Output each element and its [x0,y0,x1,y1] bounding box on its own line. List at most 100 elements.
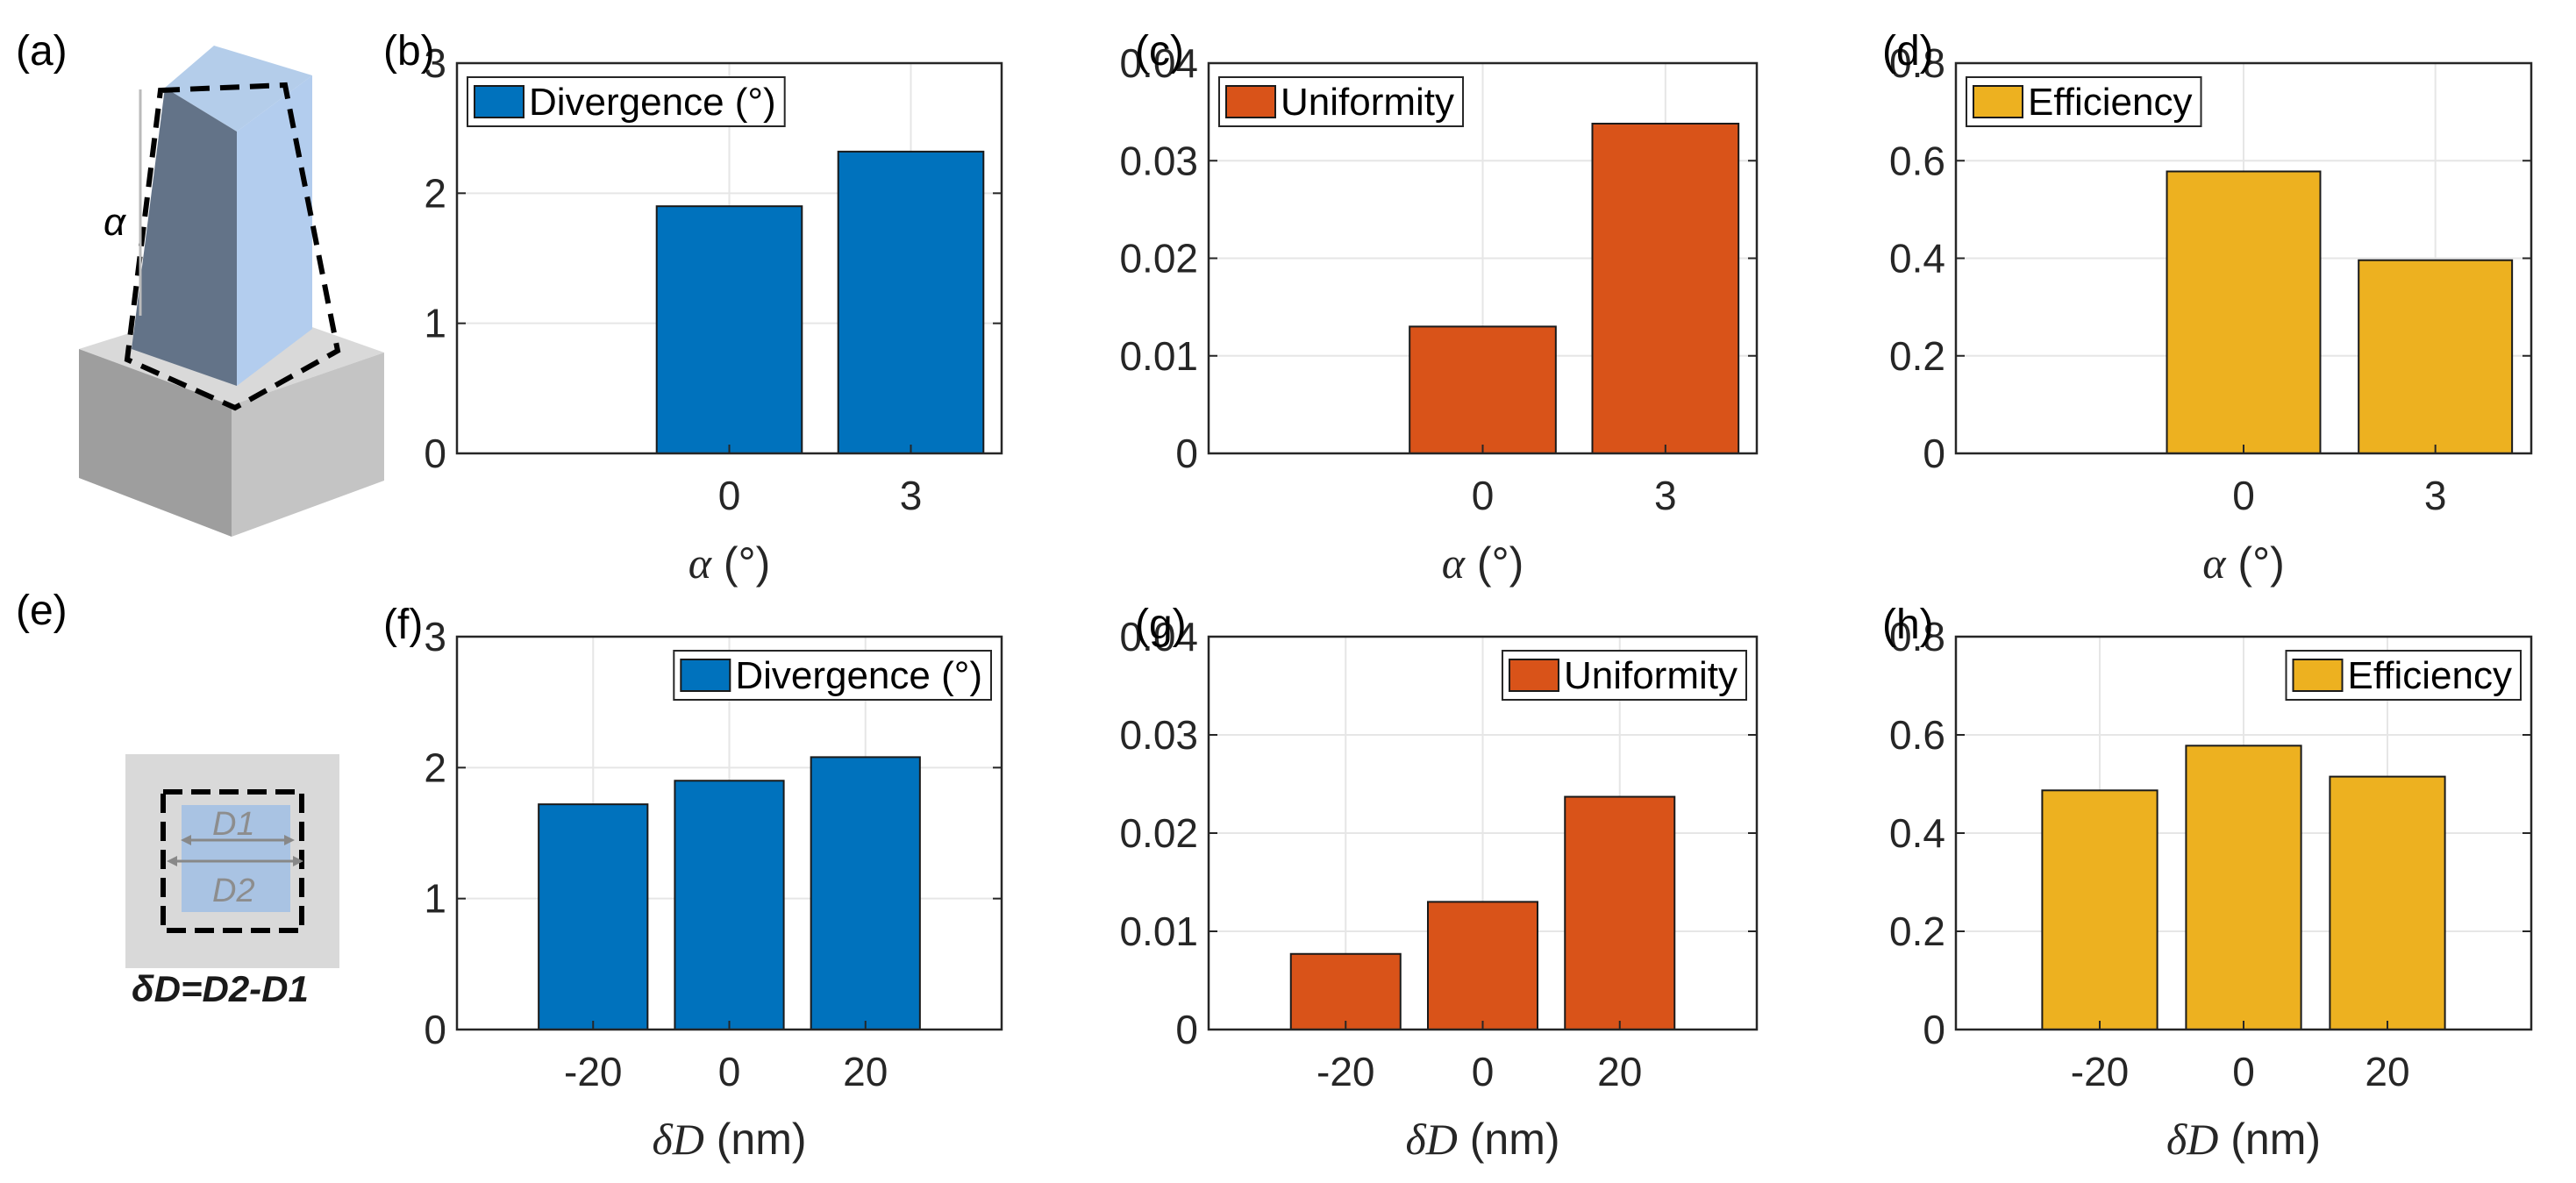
y-tick-label: 1 [424,301,446,346]
y-tick-label: 0.04 [1119,614,1198,659]
pillar-illustration: (a) α [16,28,384,537]
d1-label: D1 [212,806,255,843]
bar [1591,122,1740,454]
x-axis-unit: (nm) [1458,1115,1560,1164]
x-tick-label: 3 [2424,473,2447,518]
y-tick-label: 0.03 [1119,712,1198,758]
bar [2166,170,2322,455]
inner-square [182,805,290,912]
legend: Uniformity [1218,76,1465,127]
x-axis-symbol: δD [2166,1115,2218,1164]
bar [1427,901,1538,1031]
panel-label-e: (e) [16,588,68,634]
x-axis-symbol: δD [652,1115,703,1164]
x-axis-label: δD (nm) [2166,1115,2321,1164]
d2-arrow-right-head [293,856,303,866]
y-tick-label: 0 [1175,1007,1198,1052]
y-tick-label: 0 [424,431,446,476]
d2-arrow-left-head [167,856,177,866]
x-axis-unit: (nm) [704,1115,807,1164]
x-axis-label: δD (nm) [652,1115,806,1164]
panel-label-b: (b) [383,28,435,75]
legend-label: Efficiency [2028,81,2193,124]
y-tick-label: 3 [424,40,446,86]
bar [1564,795,1676,1030]
bar [837,150,985,454]
tilted-outline [124,82,341,411]
legend-label: Efficiency [2348,654,2513,697]
legend-label: Divergence (°) [735,654,982,697]
legend-swatch [474,85,524,118]
legend-swatch [1973,85,2023,118]
cross-section-illustration: (e) D1 D2 δD=D2-D1 [16,588,339,1009]
x-tick-label: 0 [718,473,741,518]
y-tick-label: 0.2 [1889,333,1945,379]
x-axis-symbol: α [689,538,713,588]
y-tick-label: 0 [1923,431,1945,476]
legend-swatch [2292,659,2344,692]
legend-label: Divergence (°) [529,81,776,124]
substrate-left-face [79,349,232,537]
delta-d-formula: δD=D2-D1 [132,968,309,1009]
pillar-left-face [132,88,237,386]
legend: Efficiency [2285,650,2522,701]
x-axis-label: α (°) [1442,538,1523,588]
substrate-right-face [232,353,384,537]
x-axis-label: δD (nm) [1405,1115,1559,1164]
chart-b: 0 1 2 3 0 3 α (°) (b) Divergence (°) [383,28,1003,588]
y-tick-label: 0 [1175,431,1198,476]
x-tick-label: 20 [1597,1049,1642,1094]
bar [2041,789,2159,1031]
bar [2185,745,2302,1030]
x-tick-label: 20 [843,1049,888,1094]
x-axis-unit: (nm) [2218,1115,2321,1164]
y-tick-label: 0 [424,1007,446,1052]
y-tick-label: 0.04 [1119,40,1198,86]
d2-label: D2 [212,873,255,909]
bar [538,803,649,1030]
pillar-right-face [237,75,312,386]
d1-arrow-right-head [284,835,295,845]
y-tick-label: 0.4 [1889,236,1945,281]
y-tick-label: 3 [424,614,446,659]
x-tick-label: 20 [2365,1049,2409,1094]
panel-label-h: (h) [1882,602,1934,648]
x-axis-unit: (°) [711,538,770,588]
chart-f: 0 1 2 3 -20 0 20 δD (nm) (f) Divergence (°) [383,602,1003,1164]
y-tick-label: 1 [424,876,446,922]
chart-d: 0 0.2 0.4 0.6 0.8 0 3 α (°) (d) Efficiency [1882,28,2533,588]
x-tick-label: 3 [900,473,923,518]
panel-label-f: (f) [383,602,423,648]
legend-swatch [680,659,731,692]
charts: 0 1 2 3 0 3 α (°) (b) Divergence (°) 0 0.01 0.02 0.0… [383,28,2533,1164]
chart-c: 0 0.01 0.02 0.03 0.04 0 3 α (°) (c) Uniformity [1119,28,1759,588]
x-tick-label: -20 [2071,1049,2129,1094]
legend-label: Uniformity [1564,654,1738,697]
x-tick-label: 0 [718,1049,741,1094]
bar [1409,325,1557,454]
x-tick-label: 0 [1472,1049,1495,1094]
x-tick-label: -20 [564,1049,622,1094]
y-tick-label: 0.01 [1119,909,1198,954]
legend-label: Uniformity [1281,81,1454,124]
bar [655,205,803,455]
x-axis-label: α (°) [2202,538,2284,588]
d1-arrow-left-head [181,835,191,845]
x-axis-label: α (°) [689,538,770,588]
x-axis-symbol: α [1442,538,1466,588]
y-tick-label: 2 [424,170,446,216]
legend: Efficiency [1966,76,2202,127]
bar [1289,952,1402,1031]
y-tick-label: 0.6 [1889,138,1945,183]
x-axis-symbol: δD [1405,1115,1457,1164]
x-axis-unit: (°) [2226,538,2285,588]
x-tick-label: 0 [2232,1049,2255,1094]
y-tick-label: 0.01 [1119,333,1198,379]
y-tick-label: 0.8 [1889,40,1945,86]
panel-label-d: (d) [1882,28,1934,75]
x-axis-unit: (°) [1465,538,1523,588]
y-tick-label: 0.8 [1889,614,1945,659]
x-tick-label: 0 [2232,473,2255,518]
panel-label-g: (g) [1135,602,1187,648]
